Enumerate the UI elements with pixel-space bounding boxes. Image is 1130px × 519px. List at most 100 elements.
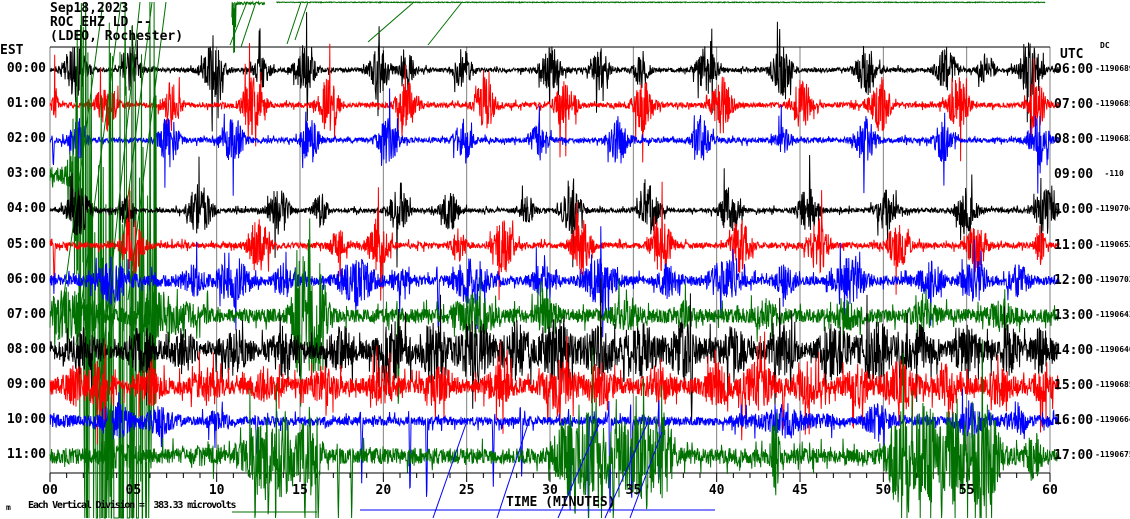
est-label-07:00: 07:00 <box>6 306 46 322</box>
utc-label-12:00: 12:00 -1190702 <box>1054 273 1130 288</box>
est-label-02:00: 02:00 <box>6 131 46 147</box>
utc-label-10:00: 10:00 -1190704 <box>1054 202 1130 217</box>
dc-offset-value: -1190685 <box>1095 379 1130 389</box>
dc-offset-value: -1190664 <box>1095 415 1130 424</box>
minute-label-45: 45 <box>792 483 808 498</box>
utc-label-14:00: 14:00 -1190640 <box>1054 343 1130 358</box>
scale-note: Each Vertical Division = 383.33 microvol… <box>28 500 236 511</box>
trace-04:00-seg0 <box>49 154 1060 268</box>
corner-glyph: m <box>6 503 11 512</box>
dc-offset-value: -1190689 <box>1095 64 1130 73</box>
offscale-artifact-9 <box>107 1 153 361</box>
minute-label-40: 40 <box>708 483 725 498</box>
header-network: (LDEO, Rochester) <box>50 29 184 44</box>
utc-time: 16:00 <box>1054 413 1094 428</box>
dc-offset-value: -1190652 <box>1095 239 1130 249</box>
dc-offset-value: -110 <box>1104 169 1124 179</box>
utc-label-17:00: 17:00 -1190675 <box>1054 448 1130 463</box>
trace-06:00-seg0 <box>49 226 1060 338</box>
offscale-artifact-2 <box>286 1 302 45</box>
time-axis-label: TIME (MINUTES) <box>506 495 616 510</box>
trace-10:00-seg0 <box>49 388 1060 519</box>
offscale-artifact-1 <box>240 1 257 48</box>
utc-time: 13:00 <box>1054 307 1094 323</box>
minute-label-05: 05 <box>125 483 142 498</box>
offscale-artifact-17 <box>629 431 663 519</box>
minute-label-15: 15 <box>292 483 308 498</box>
est-label-11:00: 11:00 <box>6 447 46 463</box>
utc-label-13:00: 13:00 -1190643 <box>1054 308 1130 323</box>
dc-offset-value: -1190702 <box>1095 274 1130 284</box>
header-station: ROC EHZ LD -- <box>50 15 152 30</box>
est-label-00:00: 00:00 <box>6 61 46 76</box>
utc-label-16:00: 16:00 -1190664 <box>1054 413 1130 428</box>
minute-label-20: 20 <box>375 483 392 498</box>
offscale-artifact-10 <box>127 1 167 301</box>
dc-header: DC <box>1100 41 1110 50</box>
minute-label-25: 25 <box>458 483 475 498</box>
offscale-artifact-3 <box>294 1 309 41</box>
trace-08:00-seg0 <box>49 278 1060 422</box>
offscale-artifact-0 <box>229 1 248 46</box>
trace-09:00-seg0 <box>49 331 1060 445</box>
utc-time: 11:00 <box>1054 237 1094 253</box>
minute-label-35: 35 <box>625 483 642 498</box>
minute-label-60: 60 <box>1042 483 1058 498</box>
utc-time: 17:00 <box>1054 448 1094 464</box>
est-header: EST <box>0 43 24 58</box>
utc-label-07:00: 07:00 -1190685 <box>1054 97 1130 112</box>
dc-offset-value: -1190682 <box>1095 134 1130 144</box>
minute-label-55: 55 <box>958 483 975 498</box>
est-label-04:00: 04:00 <box>6 201 46 217</box>
dc-offset-value: -1190643 <box>1095 309 1130 319</box>
dc-offset-value: -1190640 <box>1095 344 1130 354</box>
offscale-artifact-7 <box>75 1 122 346</box>
utc-time: 15:00 <box>1054 377 1094 393</box>
utc-label-11:00: 11:00 -1190652 <box>1054 238 1130 253</box>
est-label-05:00: 05:00 <box>6 236 46 252</box>
utc-time: 12:00 <box>1054 272 1094 288</box>
offscale-artifact-13 <box>432 417 469 519</box>
trace-02:00-seg0 <box>49 88 1060 196</box>
minute-label-50: 50 <box>875 483 892 498</box>
minute-label-10: 10 <box>208 483 225 498</box>
utc-label-15:00: 15:00 -1190685 <box>1054 378 1130 393</box>
utc-label-09:00: 09:00 -110 <box>1054 167 1130 182</box>
utc-time: 14:00 <box>1054 342 1094 358</box>
utc-header: UTC <box>1060 47 1084 62</box>
trace-07:00-seg0 <box>49 218 1060 407</box>
utc-time: 08:00 <box>1054 132 1094 148</box>
trace-05:00-seg0 <box>49 181 1060 301</box>
offscale-artifact-8 <box>95 1 141 421</box>
offscale-artifact-6 <box>57 1 104 341</box>
trace-00:00-seg0 <box>49 12 1060 132</box>
est-label-08:00: 08:00 <box>6 341 46 357</box>
dc-offset-value: -1190685 <box>1095 99 1130 109</box>
minute-label-30: 30 <box>542 483 558 498</box>
utc-time: 09:00 <box>1054 167 1094 183</box>
offscale-artifact-14 <box>496 417 531 519</box>
est-label-01:00: 01:00 <box>6 96 46 112</box>
trace-11:00-seg0 <box>49 331 1060 519</box>
est-label-10:00: 10:00 <box>6 412 46 427</box>
minute-label-00: 00 <box>42 483 58 498</box>
offscale-artifact-4 <box>367 1 415 43</box>
utc-time: 10:00 <box>1054 202 1094 218</box>
est-label-09:00: 09:00 <box>6 376 46 392</box>
offscale-artifact-16 <box>604 421 649 519</box>
est-label-03:00: 03:00 <box>6 166 46 182</box>
trace-03:00-seg1 <box>231 0 266 53</box>
dc-offset-value: -1190704 <box>1095 204 1130 214</box>
utc-time: 06:00 <box>1054 62 1094 77</box>
utc-label-08:00: 08:00 -1190682 <box>1054 132 1130 147</box>
trace-03:00-seg0 <box>49 1 157 519</box>
offscale-artifact-15 <box>557 421 601 519</box>
est-label-06:00: 06:00 <box>6 271 46 287</box>
dc-offset-value: -1190675 <box>1095 450 1130 460</box>
header-date: Sep18,2023 <box>50 1 129 16</box>
trace-01:00-seg0 <box>49 43 1060 163</box>
utc-label-06:00: 06:00 -1190689 <box>1054 62 1130 77</box>
trace-03:00-seg2 <box>276 0 1046 4</box>
